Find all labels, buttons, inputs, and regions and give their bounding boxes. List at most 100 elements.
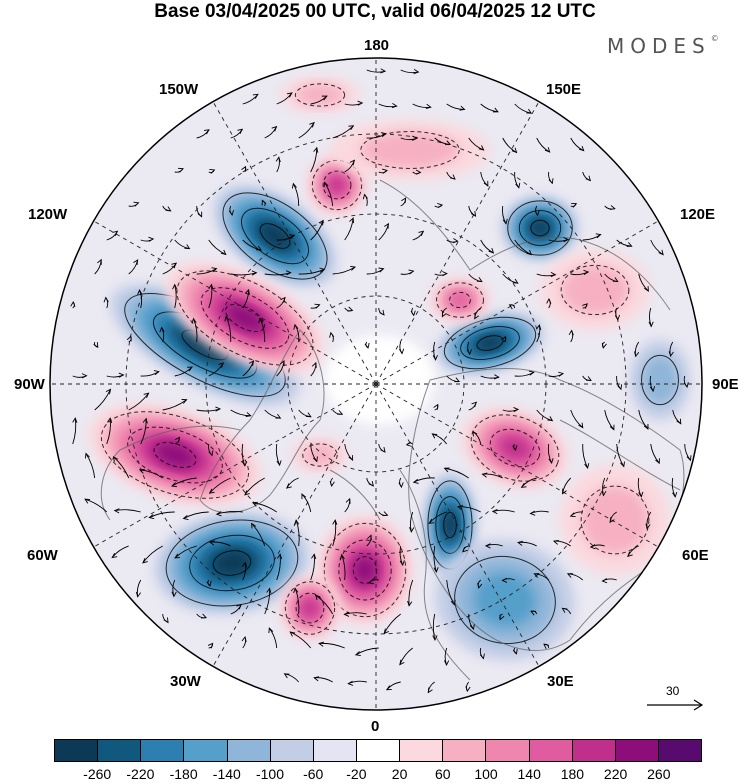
wind-arrow [570,137,585,152]
wind-arrow [441,307,447,318]
coastline [559,419,681,491]
wind-arrow [162,399,188,411]
colorbar-tick-label: -20 [346,766,367,782]
positive-anomaly [292,437,348,473]
wind-arrow [171,579,177,598]
wind-arrow [443,467,469,479]
lon-label-90e: 90E [712,376,739,393]
wind-arrow [484,543,503,549]
lon-label-0: 0 [371,718,380,735]
lon-label-150e: 150E [546,81,582,98]
coastline [329,469,381,521]
lon-label-120w: 120W [28,206,68,223]
wind-arrow [332,265,357,275]
wind-arrow [264,125,278,139]
wind-arrow [276,296,286,309]
wind-arrow [286,477,299,489]
wind-arrow [562,477,572,495]
colorbar-tick-label: 100 [474,766,498,782]
wind-arrow [72,373,88,379]
polar-neutral-zone [325,335,435,425]
wind-arrow [433,403,439,411]
negative-anomaly [435,539,575,661]
wind-arrow [339,553,346,581]
wind-arrow [412,477,435,484]
positive-anomaly [280,576,340,640]
wind-arrow [409,511,415,533]
wind-arrow [323,181,334,207]
wind-arrow [534,205,540,217]
colorbar-cell [98,740,142,761]
wind-arrow [162,613,169,624]
wind-arrow [645,511,652,530]
wind-arrow [329,477,335,488]
wind-arrow [242,239,263,251]
wind-arrow [344,497,351,513]
wind-arrow [196,129,210,139]
wind-arrow [399,545,405,567]
wind-arrow [512,443,518,451]
wind-arrow [604,205,616,211]
colorbar-cell [658,740,702,761]
wind-arrow [431,433,448,445]
wind-arrow [378,168,388,174]
wind-arrow [536,271,557,278]
graticule [50,58,702,710]
wind-arrow [501,577,515,583]
colorbar-ticks: -260 -220 -180 -140 -100 -60 -20 20 60 100 140 180 2… [0,766,750,784]
lon-label-30w: 30W [170,673,201,690]
reference-vector-label: 30 [666,684,680,698]
wind-arrow [242,288,250,309]
wind-arrow [466,341,472,356]
wind-arrow [112,456,130,479]
colorbar-cell [443,740,487,761]
wind-arrow [533,573,550,581]
wind-arrow [275,443,282,467]
wind-arrow [536,137,551,153]
wind-arrow [275,156,281,173]
wind-arrow [502,407,520,413]
wind-arrow [529,510,549,516]
wind-arrow [310,95,328,105]
wind-arrow [215,510,243,517]
wind-arrow [310,443,318,463]
coastline [199,329,325,514]
wind-arrow [208,168,216,174]
wind-arrow [683,375,689,389]
wind-arrow [427,681,435,694]
lon-label-60w: 60W [27,547,58,564]
wind-arrow [242,360,255,377]
wind-arrow [258,317,266,343]
colorbar-cell [529,740,573,761]
wind-arrow [570,269,590,276]
wind-arrow [650,239,664,256]
wind-arrow [106,417,113,445]
wind-arrow [616,375,623,391]
wind-arrow [582,233,602,241]
wind-arrow [174,545,197,559]
wind-arrow [684,443,692,462]
wind-arrow [616,239,633,247]
colorbar-tick-label: 180 [560,766,585,782]
wind-arrow [502,273,519,284]
colorbar-cell [486,740,530,761]
wind-arrow [434,137,452,146]
wind-arrow [520,477,537,488]
wind-arrow [547,443,554,465]
wind-arrow [191,317,198,343]
colorbar-cell [313,740,357,761]
wind-arrow [407,579,414,607]
wind-arrow [434,271,448,277]
wind-arrow [443,647,450,667]
wind-arrow [566,573,584,581]
wind-arrow [378,222,390,241]
wind-arrow [241,443,248,467]
wind-arrow [241,165,247,173]
wind-arrow [514,239,533,256]
colorbar-cell [572,740,616,761]
wind-arrow [276,360,285,377]
wind-arrow [207,642,214,649]
colorbar-cell [55,740,99,761]
wind-arrow [344,100,364,106]
wind-arrow [344,443,354,462]
